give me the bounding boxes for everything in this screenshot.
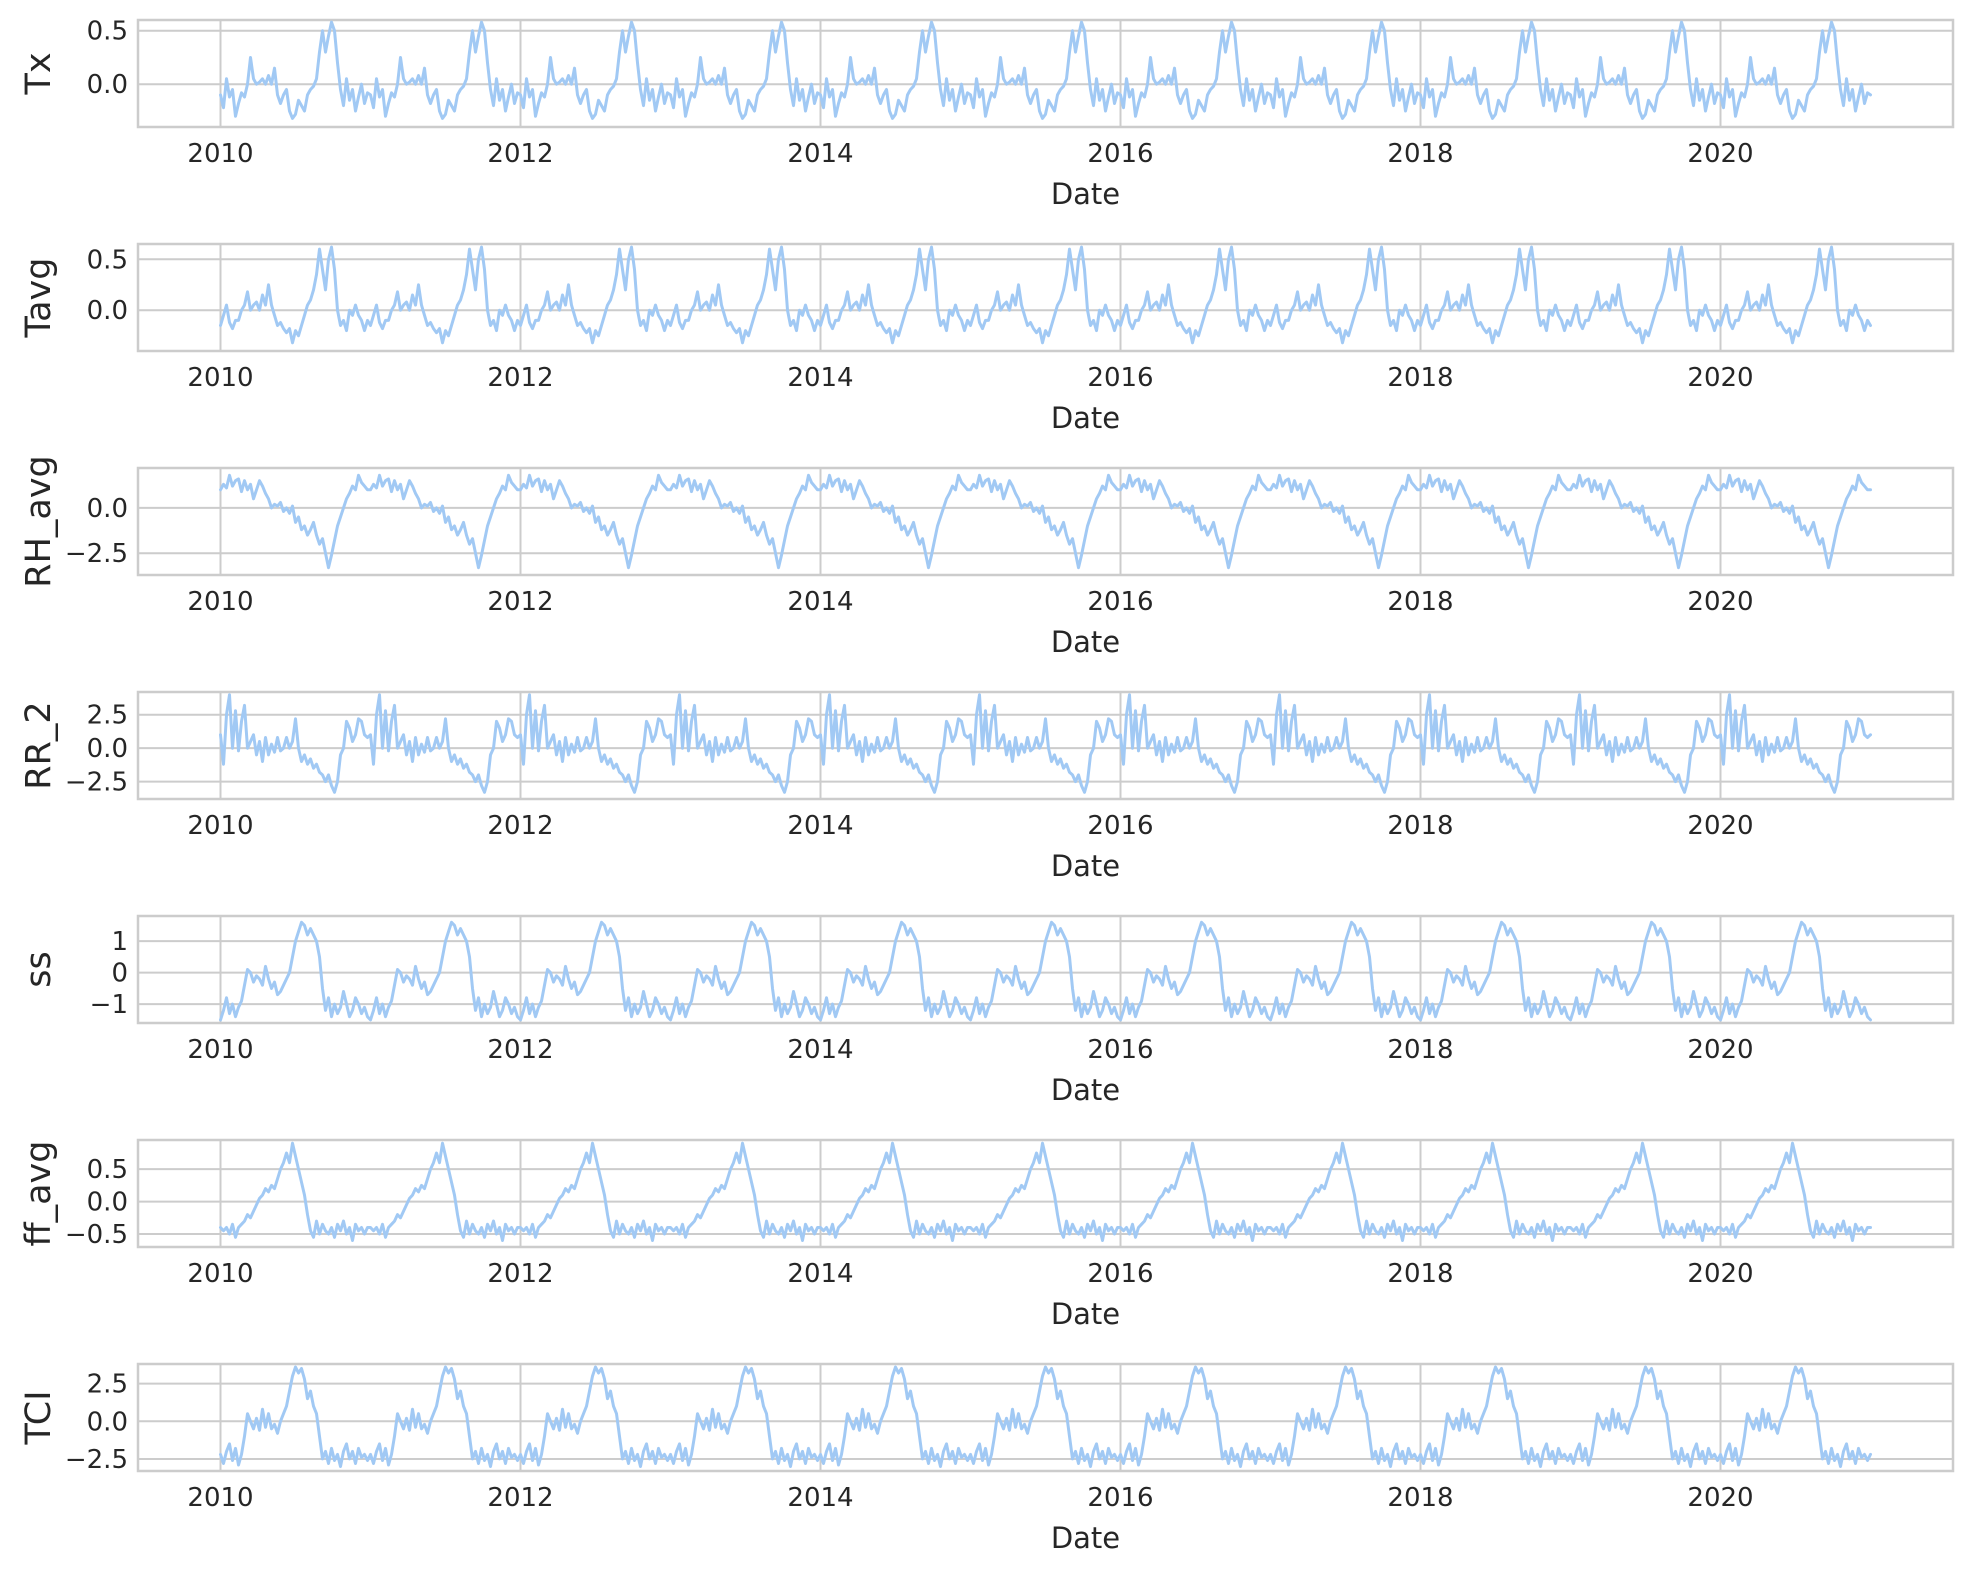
x-tick-label: 2018 [1387,1035,1453,1065]
series-line [219,920,1872,1022]
y-axis-label: TCI [19,1390,59,1445]
x-tick-label: 2020 [1687,139,1753,169]
x-tick-label: 2018 [1387,1259,1453,1289]
x-tick-label: 2014 [787,1483,853,1513]
x-tick-label: 2016 [1087,1483,1153,1513]
series-line [219,245,1872,345]
x-tick-label: 2010 [187,1483,253,1513]
y-axis-label: Tavg [19,258,59,339]
x-tick-label: 2012 [487,1035,553,1065]
y-tick-label: −2.5 [65,768,128,798]
x-axis-label: Date [1051,1521,1120,1555]
x-tick-label: 2010 [187,587,253,617]
x-axis-label: Date [1051,625,1120,659]
x-tick-label: 2020 [1687,1259,1753,1289]
x-axis-label: Date [1051,1297,1120,1331]
x-tick-label: 2018 [1387,1483,1453,1513]
series-line [219,20,1872,120]
y-tick-label: 2.5 [87,701,128,731]
y-tick-label: 0.0 [87,1188,128,1218]
x-tick-label: 2012 [487,1259,553,1289]
subplot-rr-2: 2010 2012 2014 2016 2018 2020 2.50.0 −2.5 Date RR… [19,690,1955,883]
series-line [219,693,1872,794]
y-tick-label: 1 [111,927,128,957]
x-tick-label: 2014 [787,363,853,393]
x-tick-label: 2018 [1387,139,1453,169]
series-line [219,473,1872,570]
y-axis-label: Tx [19,52,59,95]
y-tick-label: 0.5 [87,245,128,275]
x-tick-label: 2010 [187,1035,253,1065]
x-tick-label: 2020 [1687,811,1753,841]
x-tick-label: 2014 [787,1259,853,1289]
x-tick-label: 2016 [1087,1259,1153,1289]
subplot-tx: 2010 2012 2014 2016 2018 2020 0.5 0.0 Date Tx [19,17,1955,211]
x-tick-label: 2012 [487,811,553,841]
x-tick-label: 2014 [787,587,853,617]
x-axis-label: Date [1051,401,1120,435]
x-tick-label: 2010 [187,1259,253,1289]
y-tick-label: 0.0 [87,494,128,524]
y-tick-label: 0.5 [87,17,128,47]
y-axis-label: ff_avg [19,1141,59,1247]
x-tick-label: 2020 [1687,363,1753,393]
x-tick-label: 2016 [1087,587,1153,617]
x-tick-label: 2014 [787,811,853,841]
x-tick-label: 2012 [487,363,553,393]
x-tick-label: 2020 [1687,1483,1753,1513]
subplot-ff-avg: 2010 2012 2014 2016 2018 2020 0.50.0−0.5 Date ff… [19,1138,1955,1331]
y-axis-label: RR_2 [19,701,59,789]
y-tick-label: 2.5 [87,1370,128,1400]
x-tick-label: 2012 [487,587,553,617]
y-tick-label: 0.0 [87,70,128,100]
x-tick-label: 2016 [1087,1035,1153,1065]
x-tick-label: 2014 [787,1035,853,1065]
x-tick-label: 2020 [1687,587,1753,617]
x-tick-label: 2012 [487,139,553,169]
subplot-rh-avg: 2010 2012 2014 2016 2018 2020 0.0 −2.5 Date RH_av… [19,455,1955,659]
subplot-ss: 2010 2012 2014 2016 2018 2020 10−1 Date ss [19,914,1955,1107]
x-tick-label: 2016 [1087,363,1153,393]
y-tick-label: 0.0 [87,734,128,764]
y-tick-label: −1 [90,990,128,1020]
y-tick-label: 0.0 [87,1407,128,1437]
y-tick-label: 0.0 [87,296,128,326]
subplot-tavg: 2010 2012 2014 2016 2018 2020 0.5 0.0 Date Tavg [19,242,1955,435]
subplot-tci: 2010 2012 2014 2016 2018 2020 2.5 0.0 −2.5 Date TC… [19,1362,1955,1555]
y-tick-label: 0 [111,959,128,989]
x-tick-label: 2020 [1687,1035,1753,1065]
x-tick-label: 2018 [1387,587,1453,617]
x-tick-label: 2012 [487,1483,553,1513]
x-tick-label: 2014 [787,139,853,169]
x-tick-label: 2010 [187,363,253,393]
y-axis-label: RH_avg [19,455,59,588]
x-tick-label: 2016 [1087,139,1153,169]
series-line [219,1141,1872,1242]
y-tick-label: −0.5 [65,1220,128,1250]
y-tick-label: 0.5 [87,1155,128,1185]
x-axis-label: Date [1051,849,1120,883]
y-axis-label: ss [19,951,59,987]
x-tick-label: 2018 [1387,811,1453,841]
x-tick-label: 2010 [187,139,253,169]
x-axis-label: Date [1051,177,1120,211]
x-tick-label: 2018 [1387,363,1453,393]
y-tick-label: −2.5 [65,1445,128,1475]
x-tick-label: 2016 [1087,811,1153,841]
y-tick-label: −2.5 [65,539,128,569]
series-line [219,1365,1872,1468]
x-tick-label: 2010 [187,811,253,841]
x-axis-label: Date [1051,1073,1120,1107]
